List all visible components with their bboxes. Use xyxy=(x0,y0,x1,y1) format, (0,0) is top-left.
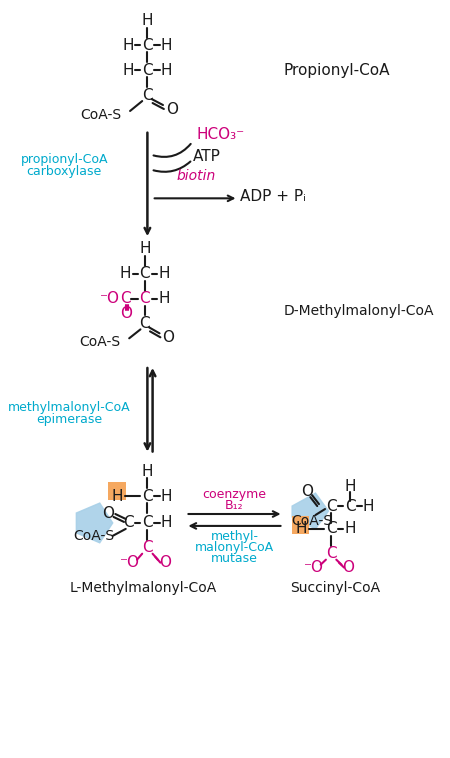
Text: O: O xyxy=(301,484,313,499)
Text: C: C xyxy=(142,63,153,78)
Text: methyl-: methyl- xyxy=(211,531,258,543)
Text: ⁻O: ⁻O xyxy=(100,291,120,306)
Text: H: H xyxy=(139,242,151,256)
Text: ⁻O: ⁻O xyxy=(304,560,324,575)
Text: C: C xyxy=(142,489,153,503)
Text: H: H xyxy=(120,266,131,281)
Text: C: C xyxy=(142,88,153,102)
Text: H: H xyxy=(158,291,170,306)
Text: carboxylase: carboxylase xyxy=(27,165,102,178)
Text: epimerase: epimerase xyxy=(36,413,103,426)
Text: H: H xyxy=(161,63,172,78)
Text: H: H xyxy=(344,479,356,493)
Text: ⁻O: ⁻O xyxy=(120,555,140,570)
Text: C: C xyxy=(142,38,153,53)
Polygon shape xyxy=(76,503,113,543)
Text: C: C xyxy=(123,515,134,531)
Text: CoA-S: CoA-S xyxy=(79,335,121,349)
Text: H: H xyxy=(111,489,123,503)
Text: C: C xyxy=(142,540,153,556)
Text: C: C xyxy=(326,547,337,561)
Text: O: O xyxy=(159,555,171,570)
Text: D-Methylmalonyl-CoA: D-Methylmalonyl-CoA xyxy=(284,303,434,318)
Text: C: C xyxy=(140,266,150,281)
Text: CoA-S: CoA-S xyxy=(80,108,122,122)
Text: ATP: ATP xyxy=(193,149,220,164)
Text: mutase: mutase xyxy=(211,552,258,565)
Text: CoA-S: CoA-S xyxy=(292,514,333,528)
Text: O: O xyxy=(162,330,174,345)
Text: B₁₂: B₁₂ xyxy=(225,499,244,512)
Text: L-Methylmalonyl-CoA: L-Methylmalonyl-CoA xyxy=(69,581,217,596)
Text: H: H xyxy=(161,515,172,531)
FancyBboxPatch shape xyxy=(292,516,310,534)
Text: CoA-S: CoA-S xyxy=(73,529,114,543)
Text: H: H xyxy=(122,63,134,78)
Polygon shape xyxy=(292,493,328,529)
Text: H: H xyxy=(122,38,134,53)
FancyBboxPatch shape xyxy=(108,482,126,500)
Text: C: C xyxy=(345,499,356,514)
Text: coenzyme: coenzyme xyxy=(202,487,266,500)
Text: Propionyl-CoA: Propionyl-CoA xyxy=(284,63,390,78)
Text: H: H xyxy=(295,522,306,537)
Text: O: O xyxy=(342,560,355,575)
Text: C: C xyxy=(326,499,337,514)
Text: propionyl-CoA: propionyl-CoA xyxy=(20,153,108,166)
Text: C: C xyxy=(121,291,131,306)
Text: O: O xyxy=(120,306,132,321)
Text: C: C xyxy=(142,515,153,531)
Text: O: O xyxy=(103,506,114,521)
Text: H: H xyxy=(161,38,172,53)
Text: H: H xyxy=(344,522,356,537)
Text: biotin: biotin xyxy=(176,168,216,183)
Text: C: C xyxy=(326,522,337,537)
Text: H: H xyxy=(142,464,153,479)
Text: malonyl-CoA: malonyl-CoA xyxy=(195,541,274,554)
Text: H: H xyxy=(363,499,374,514)
Text: H: H xyxy=(158,266,170,281)
Text: C: C xyxy=(140,316,150,331)
Text: C: C xyxy=(140,291,150,306)
Text: O: O xyxy=(166,102,178,117)
Text: ADP + Pᵢ: ADP + Pᵢ xyxy=(240,189,306,204)
Text: methylmalonyl-CoA: methylmalonyl-CoA xyxy=(8,401,130,415)
Text: H: H xyxy=(161,489,172,503)
Text: HCO₃⁻: HCO₃⁻ xyxy=(196,127,244,143)
Text: Succinyl-CoA: Succinyl-CoA xyxy=(290,581,381,596)
Text: H: H xyxy=(142,13,153,28)
